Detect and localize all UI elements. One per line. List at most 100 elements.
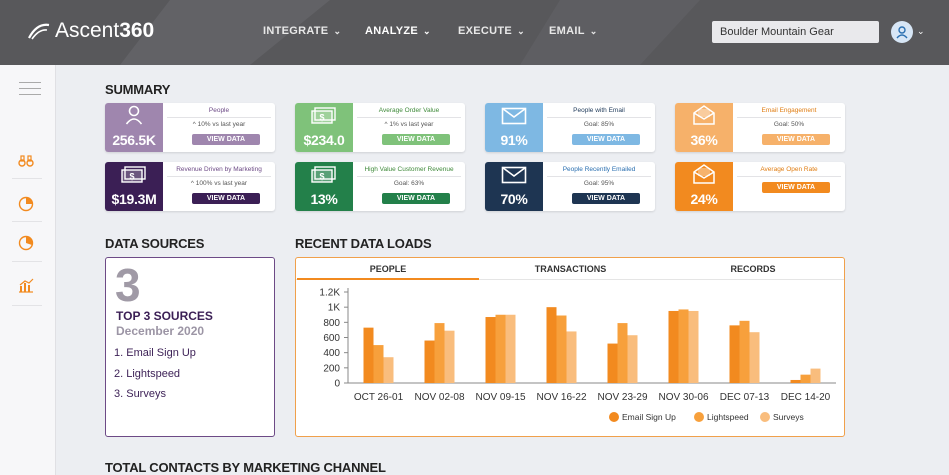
nav-analyze[interactable]: ANALYZE ⌄: [365, 25, 431, 37]
bar-surveys: [688, 310, 699, 383]
bar-surveys: [749, 332, 760, 383]
card-value: 13%: [310, 191, 338, 207]
app-logo[interactable]: Ascent 360: [27, 19, 154, 43]
card-label: Average Open Rate: [760, 166, 818, 173]
chevron-down-icon: ⌄: [333, 25, 342, 36]
card-divider: [167, 176, 271, 177]
bar-email-sign-up: [546, 307, 557, 383]
logo-mark-icon: [28, 23, 50, 40]
chevron-down-icon: ⌄: [517, 25, 525, 36]
sidebar-divider: [12, 221, 42, 222]
view-data-button[interactable]: VIEW DATA: [382, 134, 450, 145]
bar-lightspeed: [800, 374, 811, 383]
user-avatar[interactable]: [891, 21, 913, 43]
view-data-button[interactable]: VIEW DATA: [192, 193, 260, 204]
account-selector[interactable]: Boulder Mountain Gear: [712, 21, 879, 43]
card-divider: [737, 176, 841, 177]
bar-surveys: [444, 330, 455, 383]
binoculars-icon[interactable]: [16, 151, 36, 171]
donut-chart-icon[interactable]: [16, 233, 36, 253]
legend-swatch: [760, 412, 770, 422]
summary-card: $ $19.3M Revenue Driven by Marketing ^ 100%…: [105, 162, 275, 211]
tab-records[interactable]: RECORDS: [730, 264, 776, 274]
card-value: $19.3M: [111, 191, 157, 207]
bar-lightspeed: [556, 315, 567, 383]
card-divider: [737, 117, 841, 118]
recent-data-loads-panel: PEOPLE TRANSACTIONS RECORDS 0 200 400 600 80…: [295, 257, 845, 437]
svg-text:$: $: [319, 113, 324, 123]
card-label: Email Engagement: [761, 107, 817, 114]
card-divider: [357, 117, 461, 118]
sidebar-divider: [12, 261, 42, 262]
nav-analyze-label: ANALYZE: [365, 25, 419, 37]
card-value: 24%: [690, 191, 718, 207]
card-subtext: ^ 10% vs last year: [192, 121, 246, 128]
bar-surveys: [627, 335, 638, 383]
bar-email-sign-up: [668, 310, 679, 383]
app-name-bold: 360: [119, 19, 155, 42]
svg-text:$: $: [319, 172, 324, 182]
legend-swatch: [609, 412, 619, 422]
card-tile: 36%: [675, 103, 733, 152]
bar-surveys: [505, 314, 516, 383]
card-value: 70%: [500, 191, 528, 207]
recent-loads-chart: 0 200 400 600 800 1K 1.2K OCT 26-01 NOV 02-08 NOV…: [319, 288, 836, 422]
recent-data-loads-title: RECENT DATA LOADS: [295, 236, 432, 251]
chevron-down-icon[interactable]: ⌄: [917, 26, 925, 36]
summary-card: $ $234.0 Average Order Value ^ 1% vs last y…: [295, 103, 465, 152]
bar-email-sign-up: [729, 325, 740, 383]
nav-execute-label: EXECUTE: [458, 25, 513, 37]
card-subtext: Goal: 50%: [773, 121, 805, 128]
app-name: Ascent: [55, 19, 120, 42]
bar-lightspeed: [373, 345, 384, 383]
card-divider: [167, 117, 271, 118]
nav-email-label: EMAIL: [549, 25, 585, 37]
y-tick-label: 1.2K: [319, 288, 340, 299]
card-label: High Value Customer Revenue: [364, 166, 454, 173]
view-data-button[interactable]: VIEW DATA: [382, 193, 450, 204]
list-item: 3. Surveys: [114, 388, 166, 400]
card-subtext: ^ 1% vs last year: [384, 121, 434, 128]
bar-email-sign-up: [424, 340, 435, 383]
bar-chart-icon[interactable]: [16, 275, 36, 295]
x-tick-label: NOV 09-15: [475, 392, 525, 403]
menu-icon[interactable]: [19, 82, 41, 100]
card-divider: [357, 176, 461, 177]
card-tile: 70%: [485, 162, 543, 211]
pie-chart-icon[interactable]: [16, 194, 36, 214]
tab-transactions[interactable]: TRANSACTIONS: [534, 264, 607, 274]
view-data-button[interactable]: VIEW DATA: [572, 193, 640, 204]
nav-execute[interactable]: EXECUTE ⌄: [458, 25, 525, 37]
card-divider: [547, 117, 651, 118]
card-label: Revenue Driven by Marketing: [176, 166, 262, 173]
tab-people[interactable]: PEOPLE: [297, 258, 479, 280]
y-tick-label: 200: [323, 363, 340, 374]
tabs-divider: [296, 279, 844, 280]
sidebar-divider: [12, 178, 42, 179]
x-tick-label: NOV 23-29: [597, 392, 647, 403]
cash-icon: $: [311, 166, 337, 189]
cash-icon: $: [311, 107, 337, 130]
y-tick-label: 600: [323, 333, 340, 344]
view-data-button[interactable]: VIEW DATA: [762, 134, 830, 145]
summary-card: 70% People Recently Emailed Goal: 95% VIEW …: [485, 162, 655, 211]
nav-integrate[interactable]: INTEGRATE ⌄: [263, 25, 341, 37]
card-subtext: Goal: 95%: [583, 180, 615, 187]
bar-lightspeed: [434, 323, 445, 383]
view-data-button[interactable]: VIEW DATA: [762, 182, 830, 193]
sidebar-divider: [12, 305, 42, 306]
bar-email-sign-up: [363, 327, 374, 383]
card-value: $234.0: [303, 132, 345, 148]
card-subtext: Goal: 63%: [393, 180, 425, 187]
card-value: 36%: [690, 132, 718, 148]
legend-swatch: [694, 412, 704, 422]
view-data-button[interactable]: VIEW DATA: [572, 134, 640, 145]
cash-icon: $: [121, 166, 147, 189]
bar-lightspeed: [617, 323, 628, 383]
card-tile: $ $19.3M: [105, 162, 163, 211]
nav-email[interactable]: EMAIL ⌄: [549, 25, 598, 37]
data-sources-panel: 3 TOP 3 SOURCES December 2020 1. Email S…: [105, 257, 275, 437]
header-decoration: [120, 0, 700, 65]
view-data-button[interactable]: VIEW DATA: [192, 134, 260, 145]
open-mail-icon: [692, 164, 716, 189]
